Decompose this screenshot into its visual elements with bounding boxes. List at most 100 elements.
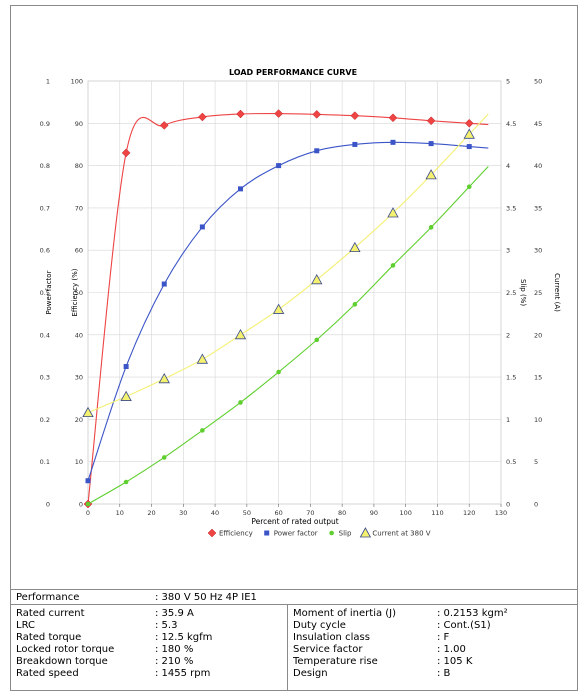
slip-marker — [200, 428, 205, 433]
spec-label: Temperature rise — [293, 656, 378, 667]
spec-label: LRC — [16, 620, 36, 631]
current-marker — [349, 241, 361, 253]
y-tick-label: 70 — [75, 204, 83, 212]
y-tick-label: 30 — [534, 247, 542, 255]
x-tick-label: 20 — [147, 509, 155, 517]
y-tick-label: 0.7 — [40, 204, 50, 212]
slip-marker — [428, 225, 434, 230]
y-tick-label: 0 — [79, 501, 83, 509]
spec-value: : F — [437, 632, 450, 643]
y-tick-label: 90 — [75, 120, 83, 128]
y-tick-label: 1.5 — [506, 374, 516, 382]
axes: 0 10 20 30 40 50 60 70 80 90 100 110 120 13000.10.20.… — [40, 78, 561, 518]
y-tick-label: 80 — [75, 162, 83, 170]
legend-item: Power factor — [264, 530, 318, 538]
legend-label: Current at 380 V — [372, 530, 430, 538]
spec-row: Rated speed : 1455 rpm Design : B — [11, 668, 577, 680]
y-tick-label: 35 — [534, 204, 542, 212]
y-tick-label: 0.8 — [40, 162, 50, 170]
y-tick-label: 20 — [75, 416, 83, 424]
spec-value: : 1.00 — [437, 644, 466, 655]
legend-item: Current at 380 V — [359, 527, 431, 538]
power-factor-marker — [199, 224, 205, 230]
spec-value: : 35.9 A — [155, 608, 194, 619]
series-efficiency — [83, 109, 489, 509]
efficiency-marker — [350, 111, 360, 121]
x-tick-label: 10 — [116, 509, 124, 517]
efficiency-marker — [198, 112, 207, 122]
spec-row: Rated torque : 12.5 kgfm Insulation clas… — [11, 632, 577, 644]
spec-label: Locked rotor torque — [16, 644, 115, 655]
x-tick-label: 100 — [399, 509, 411, 517]
x-tick-label: 110 — [431, 509, 443, 517]
efficiency-marker — [464, 118, 474, 128]
y-tick-label: 1 — [506, 416, 510, 424]
slip-marker — [390, 263, 396, 268]
series — [82, 109, 489, 509]
spec-value: : 1455 rpm — [155, 668, 211, 679]
y-tick-label: 5 — [534, 458, 538, 466]
legend-label: Slip — [339, 530, 352, 538]
y-tick-label: 25 — [534, 289, 542, 297]
efficiency-marker — [426, 116, 436, 126]
y-tick-label: 0 — [46, 501, 50, 509]
y-tick-label: 15 — [534, 374, 542, 382]
y-tick-label: 5 — [506, 78, 510, 86]
current-marker — [196, 353, 209, 364]
legend-label: Efficiency — [219, 530, 253, 538]
slip-marker — [85, 501, 91, 507]
slip-marker — [466, 184, 472, 190]
current-marker — [387, 207, 399, 218]
y-tick-label: 0.9 — [40, 120, 50, 128]
x-tick-label: 30 — [179, 509, 187, 517]
series-slip — [85, 166, 489, 507]
current-marker — [359, 527, 372, 538]
legend-label: Power factor — [274, 530, 318, 538]
x-tick-label: 50 — [243, 509, 251, 517]
spec-value: : B — [437, 668, 451, 679]
y-tick-label: 10 — [534, 416, 542, 424]
y-tick-label: 45 — [534, 120, 542, 128]
grid — [87, 80, 502, 505]
x-tick-label: 70 — [306, 509, 314, 517]
y-tick-label: 60 — [75, 247, 83, 255]
x-tick-label: 130 — [495, 509, 507, 517]
performance-row: Performance : 380 V 50 Hz 4P IE1 — [11, 592, 577, 604]
spec-label: Moment of inertia (J) — [293, 608, 397, 619]
spec-value: : 180 % — [155, 644, 194, 655]
power-factor-marker — [390, 139, 396, 145]
legend-item: Efficiency — [207, 528, 253, 538]
power-factor-marker — [85, 478, 91, 484]
x-tick-label: 120 — [463, 509, 475, 517]
power-factor-marker — [264, 530, 270, 536]
efficiency-marker — [236, 109, 245, 119]
y-tick-label: 100 — [71, 78, 83, 86]
datasheet-frame — [10, 5, 578, 691]
x-tick-label: 90 — [370, 509, 378, 517]
chart-title: LOAD PERFORMANCE CURVE — [229, 68, 357, 77]
y-tick-label: 30 — [75, 374, 83, 382]
y-tick-label: 0 — [506, 501, 510, 509]
power-factor-marker — [161, 281, 167, 287]
efficiency-marker — [159, 121, 169, 130]
y-tick-label: 50 — [534, 78, 542, 86]
y-tick-label: 0.5 — [506, 458, 516, 466]
divider — [11, 604, 577, 605]
legend-item: Slip — [329, 530, 352, 538]
y-tick-label: 0.3 — [40, 374, 50, 382]
current-marker — [82, 406, 94, 418]
y-tick-label: 2 — [506, 331, 510, 339]
spec-label: Service factor — [293, 644, 363, 655]
current-marker — [120, 390, 132, 401]
slip-marker — [352, 302, 358, 307]
current-marker — [234, 328, 247, 340]
column-divider — [287, 604, 288, 691]
y-tick-label: 2.5 — [506, 289, 516, 297]
slip-marker — [161, 455, 167, 460]
series-current-at-380-v — [82, 113, 489, 418]
slip-marker — [329, 530, 334, 536]
spec-value: : 105 K — [437, 656, 473, 667]
divider — [11, 589, 577, 590]
y-tick-label: 20 — [534, 331, 542, 339]
x-axis-label: Percent of rated output — [251, 517, 338, 526]
